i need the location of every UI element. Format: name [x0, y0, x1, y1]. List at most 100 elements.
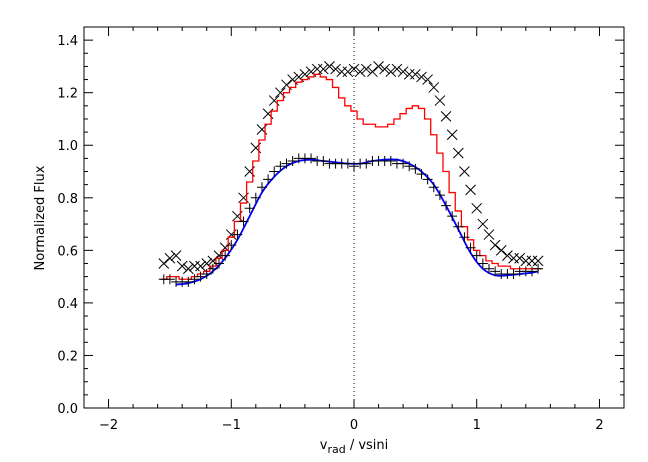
plus-marker	[263, 174, 274, 185]
plus-marker	[484, 263, 494, 274]
plus-marker	[183, 276, 194, 287]
y-tick-label: 1.2	[57, 87, 78, 102]
x-marker	[440, 110, 452, 122]
plus-marker	[422, 174, 433, 185]
plus-marker	[306, 153, 317, 164]
plus-marker	[342, 158, 353, 169]
x-marker	[532, 255, 544, 267]
y-tick-label: 0.4	[57, 297, 78, 312]
plus-marker	[232, 229, 243, 240]
plus-marker	[214, 258, 224, 269]
plus-marker	[269, 166, 280, 177]
plus-marker	[281, 158, 292, 169]
x-tick-label: −2	[99, 418, 118, 433]
plus-marker	[459, 232, 470, 243]
x-marker	[422, 74, 433, 85]
x-marker	[324, 61, 335, 72]
plus-marker	[361, 158, 372, 169]
x-marker	[176, 260, 188, 272]
y-tick-label: 0.0	[57, 402, 78, 417]
plus-marker	[453, 221, 464, 232]
plus-marker	[275, 161, 286, 172]
x-marker	[397, 66, 409, 78]
plus-marker	[404, 161, 415, 172]
x-marker	[465, 184, 476, 196]
x-marker	[471, 202, 483, 214]
x-marker	[452, 147, 464, 159]
red-step-line	[160, 73, 542, 280]
x-marker	[477, 218, 489, 230]
plus-marker	[256, 182, 267, 193]
plus-marker	[195, 271, 206, 282]
x-marker	[446, 129, 458, 141]
x-tick-label: 0	[350, 418, 358, 433]
x-marker	[385, 66, 397, 78]
y-tick-label: 0.6	[57, 244, 78, 259]
x-marker	[195, 260, 206, 272]
x-marker	[391, 63, 403, 75]
x-tick-label: 2	[595, 418, 603, 433]
plus-marker	[385, 156, 396, 167]
plus-marker	[416, 169, 427, 180]
x-marker	[502, 250, 513, 261]
x-marker	[416, 71, 427, 83]
x-marker	[379, 63, 391, 75]
x-marker	[342, 66, 354, 78]
x-axis-label-subscript: rad	[327, 443, 345, 456]
plus-marker	[447, 211, 458, 222]
x-marker	[373, 61, 384, 72]
y-tick-label: 0.8	[57, 192, 78, 207]
plus-marker	[441, 200, 452, 211]
plus-marker	[410, 163, 421, 174]
plus-marker	[526, 266, 537, 277]
x-marker	[367, 66, 378, 78]
x-marker	[182, 263, 194, 275]
y-tick-label: 1.0	[57, 139, 78, 154]
x-marker	[483, 229, 495, 240]
plus-marker	[349, 161, 359, 172]
plus-marker	[471, 250, 482, 261]
plus-marker	[220, 250, 231, 261]
x-marker	[317, 63, 329, 75]
x-axis-label-suffix: / vsini	[346, 438, 389, 453]
plus-marker	[201, 268, 212, 279]
x-marker	[495, 244, 507, 256]
x-tick-label: −1	[222, 418, 241, 433]
plus-marker	[207, 263, 218, 274]
axis-ticks: −2 −1 0 1 2 0.0 0.2 0.4 0.6 0.8 1.0 1.2 1.4	[57, 26, 625, 433]
y-tick-label: 0.2	[57, 349, 78, 364]
plus-marker	[244, 203, 255, 214]
plus-marker	[465, 242, 476, 253]
plus-marker	[164, 274, 175, 285]
series-layer	[158, 61, 544, 287]
x-marker	[170, 250, 182, 261]
plus-marker	[533, 263, 544, 274]
plus-marker	[398, 158, 409, 169]
plus-marker	[477, 258, 488, 269]
x-marker	[514, 252, 526, 264]
x-axis-label-main: v	[320, 438, 328, 453]
plus-marker	[428, 182, 439, 193]
x-tick-label: 1	[473, 418, 481, 433]
plus-marker	[189, 274, 200, 285]
plot-frame	[83, 26, 625, 409]
plus-marker	[226, 240, 237, 251]
x-marker	[489, 239, 501, 251]
x-marker	[348, 63, 360, 75]
plus-marker	[434, 190, 445, 201]
x-marker	[360, 63, 372, 75]
x-marker	[158, 258, 170, 269]
plus-marker	[287, 156, 298, 167]
plus-marker	[318, 156, 329, 167]
x-marker	[410, 68, 421, 80]
x-axis-label: vrad / vsini	[320, 438, 389, 456]
y-tick-label: 1.4	[57, 34, 78, 49]
x-marker	[428, 82, 440, 93]
x-marker	[354, 66, 366, 78]
x-marker	[434, 95, 446, 106]
y-axis-label: Normalized Flux	[33, 165, 48, 270]
x-marker	[459, 166, 470, 177]
x-marker	[330, 63, 341, 75]
plus-marker	[238, 216, 249, 227]
